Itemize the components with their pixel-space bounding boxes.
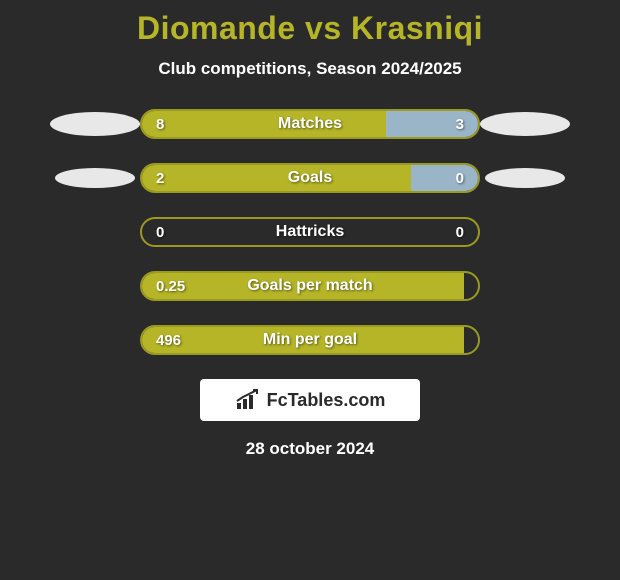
- logo-text: FcTables.com: [267, 390, 386, 411]
- stat-bar: 83 Matches: [140, 109, 480, 139]
- stat-row: 0.25Goals per match: [0, 271, 620, 301]
- stat-label: Min per goal: [263, 331, 357, 349]
- stat-label: Goals: [288, 169, 332, 187]
- chart-icon: [235, 389, 261, 411]
- page-title: Diomande vs Krasniqi: [0, 10, 620, 47]
- stat-label: Matches: [278, 115, 342, 133]
- left-value: 8: [142, 111, 386, 137]
- stat-row: 00Hattricks: [0, 217, 620, 247]
- stat-bar: 20 Goals: [140, 163, 480, 193]
- flag-ellipse-icon: [55, 168, 135, 188]
- stat-bar: 496Min per goal: [140, 325, 480, 355]
- stat-row: 83 Matches: [0, 109, 620, 139]
- left-flag: [50, 112, 140, 136]
- stat-bar: 0.25Goals per match: [140, 271, 480, 301]
- stat-rows: 83Matches20Goals00Hattricks0.25Goals per…: [0, 109, 620, 355]
- right-value: 3: [386, 111, 478, 137]
- left-flag: [50, 168, 140, 188]
- flag-ellipse-icon: [50, 112, 140, 136]
- date-text: 28 october 2024: [0, 439, 620, 459]
- logo-box[interactable]: FcTables.com: [200, 379, 420, 421]
- left-value: 0: [142, 219, 156, 245]
- right-value: [464, 273, 478, 299]
- right-value: [464, 327, 478, 353]
- right-flag: [480, 168, 570, 188]
- comparison-container: Diomande vs Krasniqi Club competitions, …: [0, 0, 620, 459]
- stat-row: 496Min per goal: [0, 325, 620, 355]
- right-flag: [480, 112, 570, 136]
- left-value: 2: [142, 165, 411, 191]
- stat-bar: 00Hattricks: [140, 217, 480, 247]
- stat-label: Hattricks: [276, 223, 344, 241]
- stat-label: Goals per match: [247, 277, 372, 295]
- stat-row: 20 Goals: [0, 163, 620, 193]
- subtitle: Club competitions, Season 2024/2025: [0, 59, 620, 79]
- flag-ellipse-icon: [480, 112, 570, 136]
- flag-ellipse-icon: [485, 168, 565, 188]
- right-value: 0: [411, 165, 478, 191]
